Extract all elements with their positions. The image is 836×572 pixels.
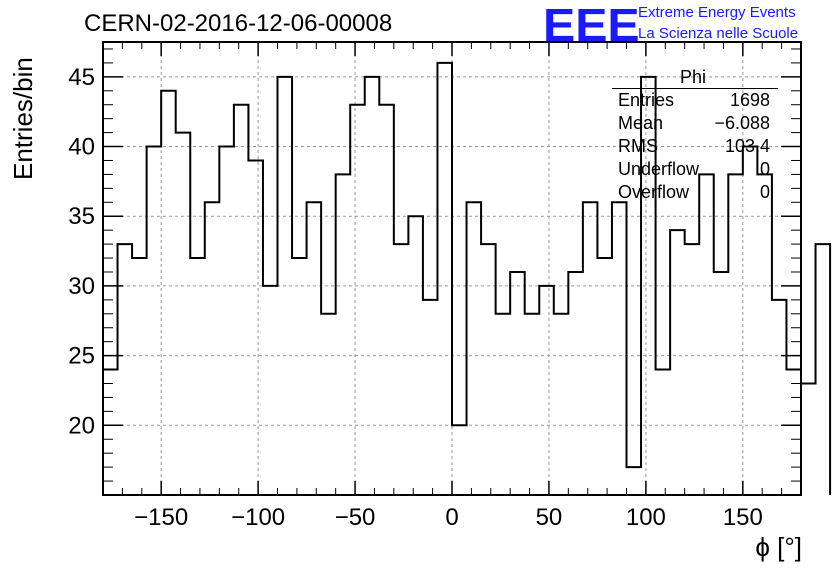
- x-tick-label: 0: [445, 504, 458, 531]
- stats-row: Entries 1698: [608, 89, 778, 112]
- stats-label: Mean: [618, 113, 664, 133]
- x-axis-label: ϕ [°]: [755, 532, 802, 562]
- logo-line-1: Extreme Energy Events: [638, 4, 796, 21]
- stats-value: −6.088: [714, 113, 770, 133]
- stats-label: Entries: [618, 90, 675, 110]
- y-tick-label: 25: [68, 343, 95, 370]
- x-tick-label: −100: [231, 504, 285, 531]
- stats-value: 1698: [729, 90, 770, 110]
- y-axis-label: Entries/bin: [8, 57, 38, 180]
- x-tick-label: −50: [335, 504, 376, 531]
- stats-label: Underflow: [618, 159, 700, 179]
- x-tick-label: 50: [536, 504, 563, 531]
- histogram-outline: [102, 61, 832, 495]
- tick-labels: −150 −100 −50 0 50 100 150 20 25 30 35 40 45: [68, 64, 763, 531]
- x-tick-label: 150: [723, 504, 763, 531]
- stats-value: 0: [759, 159, 770, 179]
- axis-ticks: [102, 42, 802, 495]
- chart-title: CERN-02-2016-12-06-00008: [84, 10, 393, 37]
- y-tick-label: 45: [68, 64, 95, 91]
- eee-logo: EEE: [543, 0, 640, 51]
- stats-label: Overflow: [618, 182, 690, 202]
- stats-label: RMS: [618, 136, 658, 156]
- stats-name: Phi: [679, 67, 706, 87]
- stats-divider: [612, 88, 778, 89]
- y-tick-label: 40: [68, 134, 95, 161]
- logo-line-2: La Scienza nelle Scuole: [638, 25, 799, 42]
- x-tick-label: 100: [626, 504, 666, 531]
- stats-row: Overflow 0: [608, 181, 778, 204]
- y-tick-label: 35: [68, 203, 95, 230]
- y-tick-label: 30: [68, 273, 95, 300]
- stats-row: Underflow 0: [608, 158, 778, 181]
- x-tick-label: −150: [134, 504, 188, 531]
- stats-row: Mean −6.088: [608, 112, 778, 135]
- stats-value: 103.4: [724, 136, 770, 156]
- stats-box: Phi Entries 1698 Mean −6.088 RMS 103.4 U…: [608, 66, 778, 204]
- stats-value: 0: [759, 182, 770, 202]
- stats-row: RMS 103.4: [608, 135, 778, 158]
- y-tick-label: 20: [68, 412, 95, 439]
